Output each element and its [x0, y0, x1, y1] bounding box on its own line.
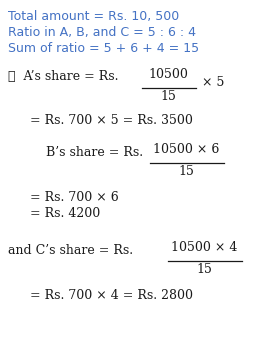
Text: 15: 15 [160, 90, 176, 103]
Text: Total amount = Rs. 10, 500: Total amount = Rs. 10, 500 [8, 10, 179, 23]
Text: Ratio in A, B, and C = 5 : 6 : 4: Ratio in A, B, and C = 5 : 6 : 4 [8, 26, 196, 39]
Text: × 5: × 5 [202, 76, 224, 89]
Text: 10500 × 6: 10500 × 6 [153, 143, 219, 156]
Text: = Rs. 700 × 5 = Rs. 3500: = Rs. 700 × 5 = Rs. 3500 [30, 114, 193, 127]
Text: 15: 15 [196, 263, 212, 276]
Text: = Rs. 700 × 6: = Rs. 700 × 6 [30, 191, 119, 204]
Text: 10500 × 4: 10500 × 4 [171, 241, 237, 254]
Text: 15: 15 [178, 165, 194, 178]
Text: ∴  A’s share = Rs.: ∴ A’s share = Rs. [8, 70, 119, 83]
Text: B’s share = Rs.: B’s share = Rs. [46, 146, 143, 159]
Text: 10500: 10500 [148, 68, 188, 81]
Text: = Rs. 4200: = Rs. 4200 [30, 207, 100, 220]
Text: and C’s share = Rs.: and C’s share = Rs. [8, 244, 133, 257]
Text: = Rs. 700 × 4 = Rs. 2800: = Rs. 700 × 4 = Rs. 2800 [30, 289, 193, 302]
Text: Sum of ratio = 5 + 6 + 4 = 15: Sum of ratio = 5 + 6 + 4 = 15 [8, 42, 199, 55]
